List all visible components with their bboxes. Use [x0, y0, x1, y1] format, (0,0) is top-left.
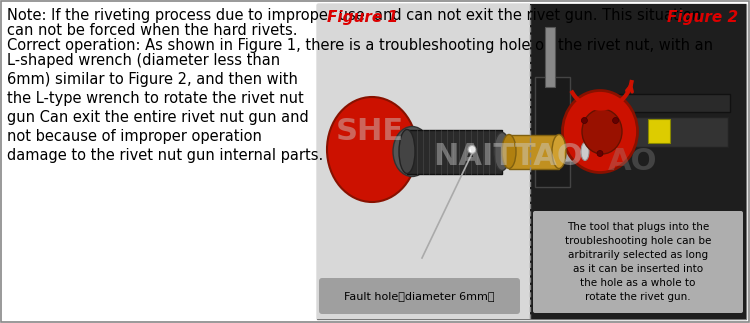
Text: NAITTAO: NAITTAO [433, 142, 584, 171]
Ellipse shape [468, 145, 476, 153]
Bar [407, 130, 502, 173]
Text: L-shaped wrench (diameter less than: L-shaped wrench (diameter less than [7, 53, 280, 68]
Ellipse shape [581, 118, 587, 123]
Ellipse shape [597, 151, 603, 157]
Ellipse shape [552, 134, 566, 169]
Text: Fault hole（diameter 6mm）: Fault hole（diameter 6mm） [344, 291, 494, 301]
Text: Correct operation: As shown in Figure 1, there is a troubleshooting hole on the : Correct operation: As shown in Figure 1,… [7, 38, 713, 53]
Bar [317, 4, 530, 319]
Bar [509, 134, 559, 169]
Text: not because of improper operation: not because of improper operation [7, 129, 262, 144]
Text: gun Can exit the entire rivet nut gun and: gun Can exit the entire rivet nut gun an… [7, 110, 309, 125]
Text: can not be forced when the hard rivets.: can not be forced when the hard rivets. [7, 23, 298, 38]
Ellipse shape [613, 118, 619, 123]
Bar [545, 26, 555, 87]
Ellipse shape [581, 142, 589, 161]
Ellipse shape [327, 97, 417, 202]
Bar [568, 117, 728, 147]
Text: 6mm) similar to Figure 2, and then with: 6mm) similar to Figure 2, and then with [7, 72, 298, 87]
Bar [530, 4, 746, 319]
Ellipse shape [494, 132, 510, 171]
Text: damage to the rivet nut gun internal parts.: damage to the rivet nut gun internal par… [7, 148, 323, 163]
Bar [317, 4, 746, 319]
Ellipse shape [562, 90, 638, 172]
Bar [648, 119, 670, 142]
Bar [600, 93, 730, 111]
FancyBboxPatch shape [319, 278, 520, 314]
Text: Figure 2: Figure 2 [667, 10, 738, 25]
Ellipse shape [399, 130, 415, 173]
Text: Figure 1: Figure 1 [327, 10, 398, 25]
Ellipse shape [393, 127, 431, 176]
Text: Note: If the riveting process due to improper use, and can not exit the rivet gu: Note: If the riveting process due to imp… [7, 8, 701, 23]
FancyBboxPatch shape [533, 211, 743, 313]
Ellipse shape [502, 134, 516, 169]
Text: SHE: SHE [335, 117, 404, 146]
Bar [535, 77, 570, 186]
Bar [565, 142, 585, 161]
Text: AO: AO [608, 147, 658, 176]
Ellipse shape [582, 109, 622, 154]
Text: the L-type wrench to rotate the rivet nut: the L-type wrench to rotate the rivet nu… [7, 91, 304, 106]
Text: The tool that plugs into the
troubleshooting hole can be
arbitrarily selected as: The tool that plugs into the troubleshoo… [565, 222, 711, 302]
